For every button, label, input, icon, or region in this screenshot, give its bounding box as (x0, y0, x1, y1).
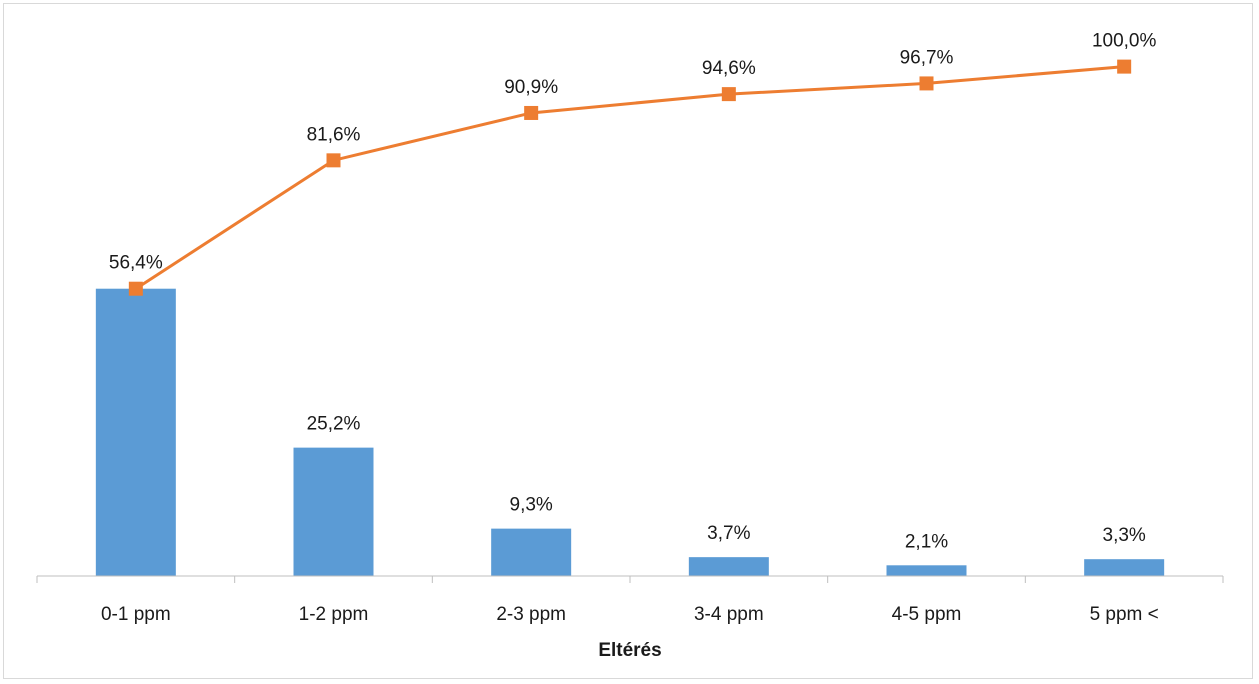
line-marker-5 (1117, 59, 1132, 74)
bar-data-label: 9,3% (510, 495, 553, 516)
bar-5 (1084, 559, 1165, 576)
bar-3 (688, 557, 769, 576)
bar-4 (886, 565, 967, 576)
line-data-label: 100,0% (1092, 31, 1157, 52)
x-tick-label: 2-3 ppm (496, 604, 566, 625)
x-axis-title: Eltérés (598, 640, 661, 661)
bar-2 (491, 528, 572, 576)
line-marker-4 (919, 76, 934, 91)
cumulative-line-layer (128, 59, 1132, 296)
bar-0 (95, 288, 176, 576)
line-data-label: 56,4% (109, 253, 163, 274)
line-marker-2 (524, 105, 539, 120)
line-marker-0 (128, 281, 143, 296)
x-tick-label: 5 ppm < (1090, 604, 1159, 625)
x-axis: 0-1 ppm 1-2 ppm 2-3 ppm 3-4 ppm 4-5 ppm 5 ppm… (36, 575, 1224, 625)
line-marker-1 (326, 153, 341, 168)
line-data-label: 81,6% (307, 124, 361, 145)
line-data-label: 96,7% (900, 47, 954, 68)
chart-frame (3, 3, 1253, 679)
bar-data-label: 25,2% (307, 414, 361, 435)
line-marker-3 (721, 87, 736, 102)
line-data-label: 90,9% (504, 77, 558, 98)
line-data-label: 94,6% (702, 58, 756, 79)
x-tick-label: 1-2 ppm (299, 604, 369, 625)
bar-data-label: 2,1% (905, 531, 948, 552)
data-labels-layer: 25,2% 9,3% 3,7% 2,1% 3,3% 56,4% 81,6% 90,9% 94,6… (109, 31, 1157, 553)
x-tick-label: 3-4 ppm (694, 604, 764, 625)
bar-data-label: 3,3% (1103, 525, 1146, 546)
bar-1 (293, 447, 374, 576)
x-tick-label: 4-5 ppm (892, 604, 962, 625)
bars-layer (95, 288, 1165, 576)
bar-data-label: 3,7% (707, 523, 750, 544)
x-tick-label: 0-1 ppm (101, 604, 171, 625)
cumulative-line (135, 65, 1125, 290)
